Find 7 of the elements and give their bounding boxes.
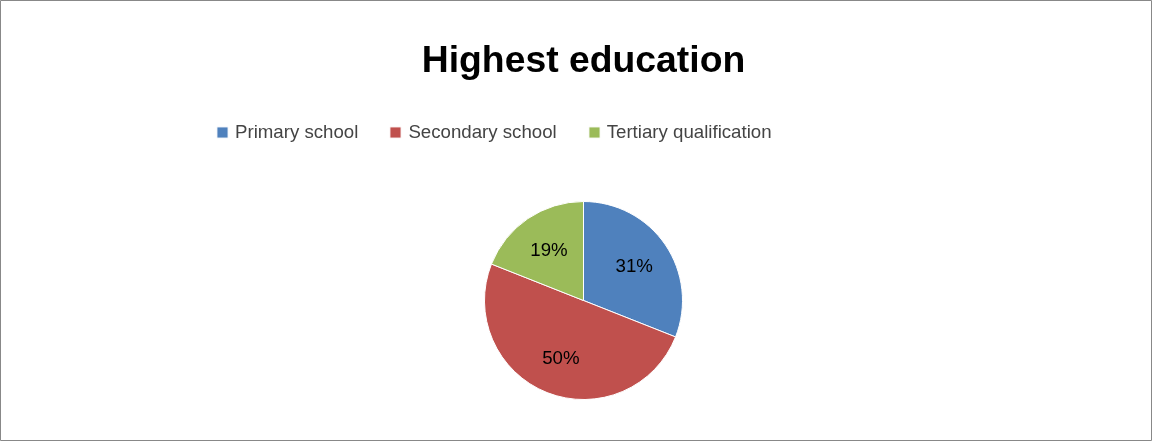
- chart-title: Highest education: [421, 37, 746, 80]
- legend-label: Primary school: [235, 121, 359, 143]
- data-label: 19%: [530, 239, 568, 261]
- legend-label: Tertiary qualification: [606, 121, 772, 143]
- legend-label: Secondary school: [408, 121, 557, 143]
- data-label: 31%: [615, 255, 653, 277]
- data-label: 50%: [542, 347, 580, 369]
